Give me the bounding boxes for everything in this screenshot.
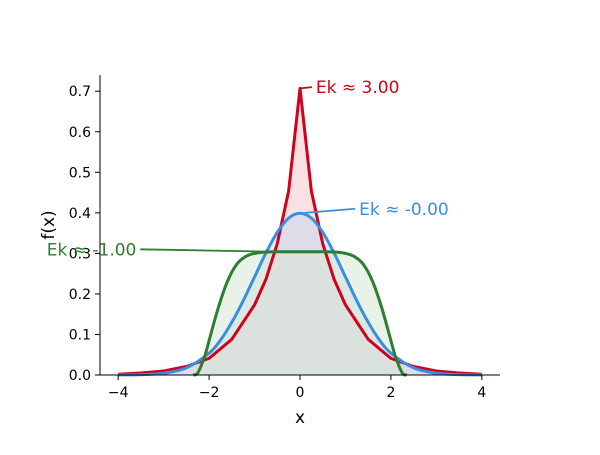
y-tick-label: 0.4 bbox=[69, 206, 91, 222]
y-tick-label: 0.5 bbox=[69, 165, 91, 181]
y-tick-label: 0.3 bbox=[69, 246, 91, 262]
y-tick-label: 0.2 bbox=[69, 287, 91, 303]
y-tick-label: 0.0 bbox=[69, 368, 91, 384]
y-ticks: 0.0 0.1 0.2 0.3 0.4 0.5 0.6 0.7 bbox=[69, 84, 100, 384]
annotations: Ek ≈ 3.00 Ek ≈ -0.00 Ek ≈ -1.00 bbox=[47, 78, 449, 260]
series-fills bbox=[118, 88, 482, 376]
x-tick-label: 0 bbox=[296, 385, 305, 401]
annotation-3-leader bbox=[140, 248, 278, 253]
y-tick-label: 0.6 bbox=[69, 125, 91, 141]
x-axis-label: x bbox=[295, 408, 305, 428]
x-tick-label: −2 bbox=[199, 385, 220, 401]
annotation-2-leader bbox=[304, 207, 356, 214]
series-3-area bbox=[193, 251, 407, 376]
x-tick-label: −4 bbox=[108, 385, 129, 401]
y-tick-label: 0.1 bbox=[69, 327, 91, 343]
annotation-2-label: Ek ≈ -0.00 bbox=[359, 200, 449, 220]
y-axis-label: f(x) bbox=[39, 210, 59, 239]
annotation-1-leader bbox=[299, 86, 313, 90]
annotation-1-label: Ek ≈ 3.00 bbox=[316, 78, 400, 98]
annotation-3-label: Ek ≈ -1.00 bbox=[47, 240, 137, 260]
x-tick-label: 4 bbox=[477, 385, 486, 401]
y-tick-label: 0.7 bbox=[69, 84, 91, 100]
series-3-line bbox=[192, 250, 408, 377]
series-2-line bbox=[118, 211, 482, 377]
series-lines bbox=[118, 86, 482, 377]
x-ticks: −4 −2 0 2 4 bbox=[108, 375, 486, 401]
x-tick-label: 2 bbox=[386, 385, 395, 401]
